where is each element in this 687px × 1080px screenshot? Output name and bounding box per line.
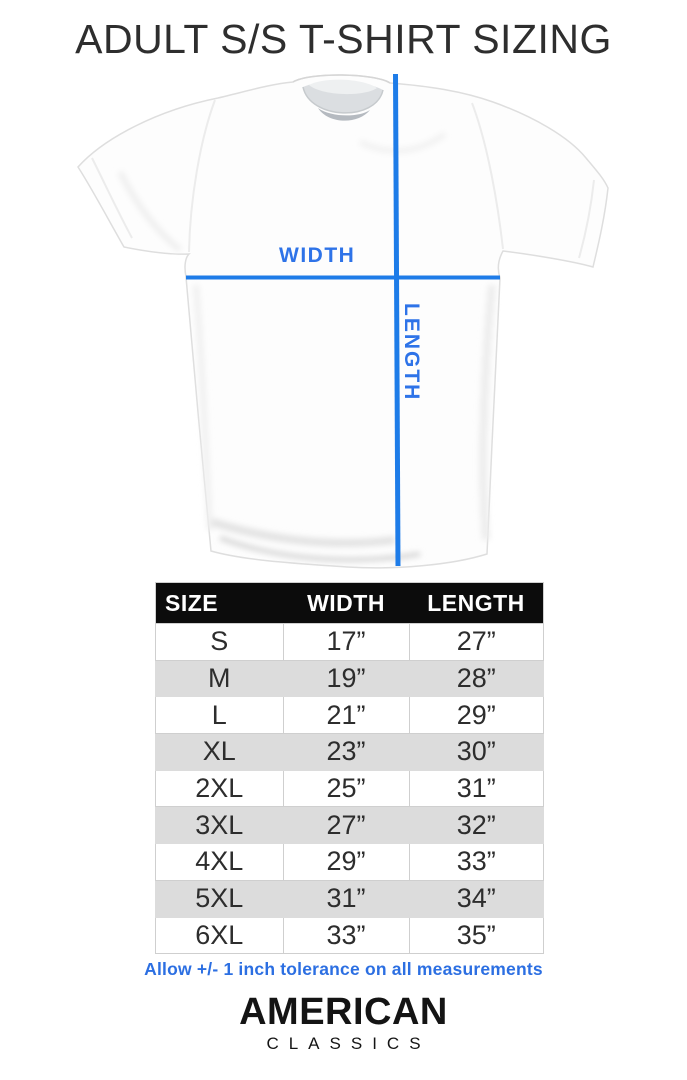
length-cell: 34” [408,879,544,918]
size-cell: 4XL [155,843,284,881]
size-cell: XL [155,733,284,771]
width-cell: 17” [282,623,410,661]
width-cell: 19” [282,659,410,698]
length-cell: 35” [408,916,544,955]
width-cell: 27” [282,806,410,845]
table-row: 4XL 29” 33” [155,843,544,881]
table-row: 3XL 27” 32” [155,806,544,845]
length-cell: 29” [408,696,544,735]
size-cell: L [155,696,284,735]
tshirt-graphic [77,73,609,569]
sleeve-seams [91,99,595,259]
brand-subname: CLASSICS [266,1034,431,1053]
size-cell: 6XL [155,916,284,955]
tolerance-note: Allow +/- 1 inch tolerance on all measur… [144,959,543,979]
table-row: 2XL 25” 31” [155,769,544,808]
column-header-size: SIZE [155,582,283,624]
page-title: ADULT S/S T-SHIRT SIZING [75,16,612,62]
length-cell: 33” [408,843,544,881]
table-row: M 19” 28” [155,659,544,698]
size-cell: 2XL [155,769,284,808]
length-cell: 27” [408,623,544,661]
collar [292,74,391,121]
tshirt-diagram [60,70,620,572]
width-cell: 25” [282,769,410,808]
width-label: WIDTH [279,244,356,267]
length-cell: 30” [408,733,544,771]
length-cell: 32” [408,806,544,845]
table-row: S 17” 27” [155,623,544,661]
width-cell: 31” [282,879,410,918]
table-header-row: SIZE WIDTH LENGTH [155,582,544,624]
brand-name: AMERICAN [239,991,448,1033]
fabric-folds [117,131,496,563]
column-header-width: WIDTH [283,582,409,624]
brand-logo: AMERICAN CLASSICS [0,993,687,1052]
size-cell: 5XL [155,879,284,918]
column-header-length: LENGTH [409,582,544,624]
width-cell: 33” [282,916,410,955]
size-cell: M [155,659,284,698]
table-row: L 21” 29” [155,696,544,735]
table-row: XL 23” 30” [155,733,544,771]
length-measure-line [393,73,401,567]
size-cell: 3XL [155,806,284,845]
table-row: 5XL 31” 34” [155,879,544,918]
length-cell: 31” [408,769,544,808]
size-chart-table: SIZE WIDTH LENGTH S 17” 27” M 19” 28” L … [155,582,544,955]
table-row: 6XL 33” 35” [155,916,544,955]
length-cell: 28” [408,659,544,698]
width-cell: 29” [282,843,410,881]
width-cell: 23” [282,733,410,771]
size-cell: S [155,623,284,661]
width-cell: 21” [282,696,410,735]
tshirt-outline [77,74,609,569]
length-label: LENGTH [400,303,423,402]
